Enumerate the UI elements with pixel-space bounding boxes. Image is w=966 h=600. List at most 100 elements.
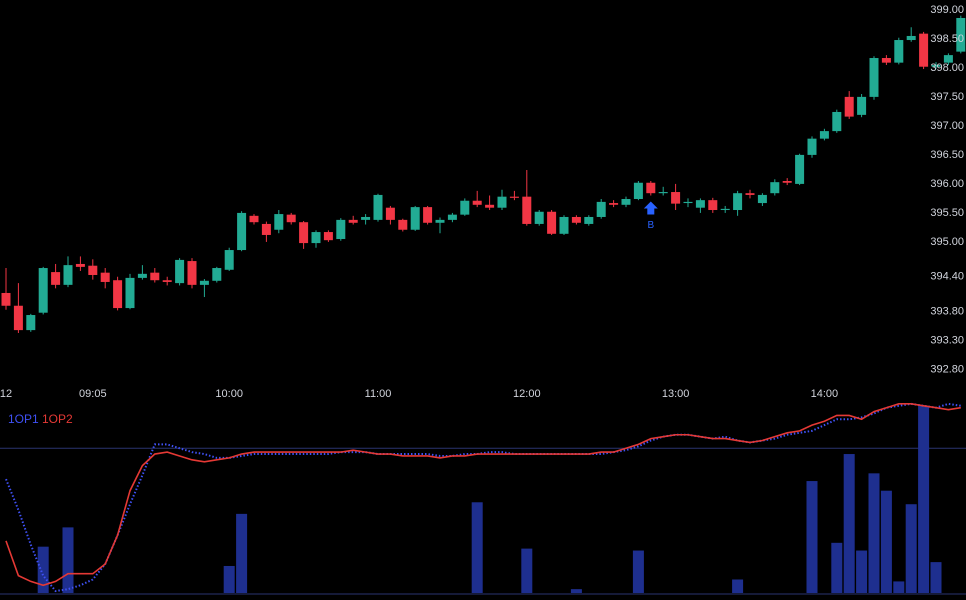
candle-body: [237, 212, 247, 251]
candle-body: [906, 35, 916, 41]
candle-body: [881, 58, 891, 63]
y-tick-label: 393.30: [930, 334, 964, 346]
volume-bar: [570, 589, 582, 593]
volume-bar: [893, 581, 905, 593]
candle-body: [88, 265, 98, 275]
candle-body: [38, 268, 48, 313]
candle-body: [299, 222, 309, 244]
candle-body: [547, 211, 557, 234]
volume-bar: [868, 473, 880, 593]
candle-body: [708, 200, 718, 211]
candle-body: [609, 203, 619, 205]
x-tick-label: 09:05: [79, 388, 107, 400]
indicator-line: [5, 403, 961, 587]
candle-body: [361, 216, 371, 220]
candle-body: [100, 272, 110, 282]
x-tick-label: 12:00: [513, 388, 541, 400]
volume-bar: [236, 513, 248, 593]
candle-body: [472, 200, 482, 205]
candle-body: [956, 17, 966, 52]
candle-body: [559, 216, 569, 234]
candle-body: [274, 214, 284, 230]
volume-bar: [831, 542, 843, 593]
y-tick-label: 398.00: [930, 62, 964, 74]
volume-bar: [880, 490, 892, 593]
candle-body: [348, 219, 358, 223]
candle-body: [51, 272, 61, 285]
candle-body: [150, 272, 160, 281]
candle-body: [770, 182, 780, 194]
candle-body: [435, 219, 445, 223]
x-tick-label: 11:00: [365, 388, 392, 400]
candle-body: [497, 196, 507, 208]
candle-body: [373, 194, 383, 220]
candle-body: [869, 58, 879, 97]
candle-body: [509, 196, 519, 198]
y-tick-label: 394.40: [930, 271, 964, 283]
candle-body: [261, 223, 271, 235]
candle-body: [13, 305, 23, 331]
indicator-line: [5, 402, 961, 593]
candle-body: [894, 40, 904, 63]
candle-body: [782, 181, 792, 183]
volume-bar: [732, 579, 744, 593]
candle-body: [63, 265, 73, 285]
volume-bar: [806, 481, 818, 593]
candle-body: [671, 192, 681, 204]
candle-body: [398, 219, 408, 230]
volume-bar: [37, 546, 49, 593]
volume-bar: [843, 454, 855, 593]
y-tick-label: 396.50: [930, 149, 964, 161]
candle-body: [757, 194, 767, 204]
candle-body: [75, 263, 85, 267]
candle-body: [125, 277, 135, 309]
candle-body: [26, 315, 36, 331]
x-tick-label: 12: [0, 388, 12, 400]
candle-body: [695, 200, 705, 208]
volume-bar: [521, 548, 533, 593]
candle-body: [596, 201, 606, 217]
candle-body: [113, 280, 123, 309]
candle-body: [212, 268, 222, 281]
x-tick-label: 14:00: [811, 388, 839, 400]
candle-body: [162, 280, 172, 282]
candle-body: [646, 182, 656, 194]
candle-body: [832, 111, 842, 132]
candle-body: [323, 232, 333, 241]
annotation: B: [647, 220, 654, 231]
candle-body: [571, 216, 581, 223]
candle-body: [534, 211, 544, 224]
legend-label: 1OP2: [42, 412, 73, 426]
candle-body: [658, 192, 668, 194]
y-tick-label: 395.50: [930, 207, 964, 219]
y-tick-label: 398.50: [930, 33, 964, 45]
legend-label: 1OP1: [8, 412, 39, 426]
candle-body: [807, 138, 817, 155]
volume-bar: [632, 550, 644, 593]
y-tick-label: 397.00: [930, 120, 964, 132]
y-tick-label: 399.00: [930, 4, 964, 16]
y-tick-label: 397.50: [930, 91, 964, 103]
y-tick-label: 395.00: [930, 236, 964, 248]
candle-body: [485, 204, 495, 208]
candle-body: [224, 250, 234, 270]
candle-body: [844, 96, 854, 117]
candle-body: [187, 261, 197, 285]
volume-bar: [471, 502, 483, 593]
volume-bar: [62, 527, 74, 593]
candle-body: [943, 55, 953, 63]
candle-body: [720, 208, 730, 211]
candle-body: [175, 259, 185, 284]
candle-body: [137, 273, 147, 278]
candle-body: [745, 193, 755, 195]
candle-body: [931, 64, 941, 67]
volume-bar: [223, 565, 235, 593]
volume-bar: [905, 504, 917, 593]
y-tick-label: 392.80: [930, 363, 964, 375]
candle-body: [584, 216, 594, 224]
candle-body: [199, 280, 209, 285]
candle-body: [385, 207, 395, 220]
candle-body: [621, 198, 631, 205]
